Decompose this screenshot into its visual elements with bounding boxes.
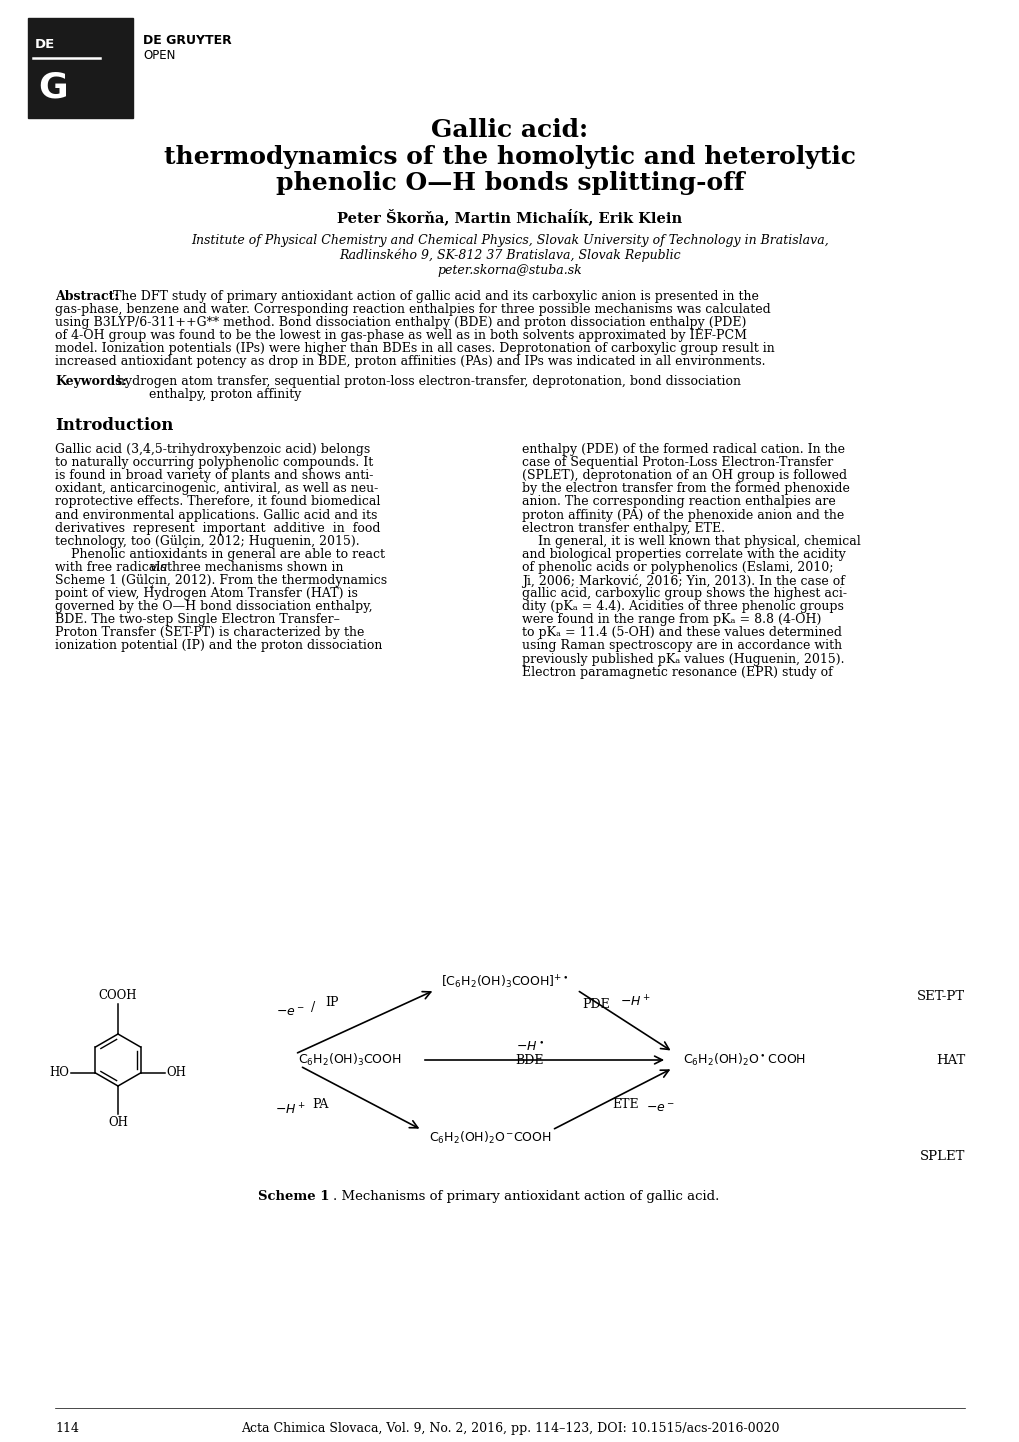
Text: by the electron transfer from the formed phenoxide: by the electron transfer from the formed… (522, 482, 849, 495)
Text: (SPLET), deprotonation of an OH group is followed: (SPLET), deprotonation of an OH group is… (522, 469, 847, 482)
Bar (28, 17, 132, 118)
Text: case of Sequential Proton-Loss Electron-Transfer: case of Sequential Proton-Loss Electron-… (522, 456, 833, 469)
Text: using Raman spectroscopy are in accordance with: using Raman spectroscopy are in accordan… (522, 639, 842, 652)
Text: Acta Chimica Slovaca, Vol. 9, No. 2, 2016, pp. 114–123, DOI: 10.1515/acs-2016-00: Acta Chimica Slovaca, Vol. 9, No. 2, 201… (240, 1422, 779, 1435)
Text: BDE: BDE (516, 1054, 544, 1067)
Text: proton affinity (PA) of the phenoxide anion and the: proton affinity (PA) of the phenoxide an… (522, 509, 844, 522)
Text: were found in the range from pKₐ = 8.8 (4-OH): were found in the range from pKₐ = 8.8 (… (522, 613, 820, 626)
Text: DE: DE (35, 37, 55, 50)
Text: PDE: PDE (582, 998, 609, 1011)
Text: three mechanisms shown in: three mechanisms shown in (163, 561, 343, 574)
Text: Ji, 2006; Marković, 2016; Yin, 2013). In the case of: Ji, 2006; Marković, 2016; Yin, 2013). In… (522, 574, 844, 588)
Text: The DFT study of primary antioxidant action of gallic acid and its carboxylic an: The DFT study of primary antioxidant act… (113, 290, 758, 303)
Text: Gallic acid (3,4,5-trihydroxybenzoic acid) belongs: Gallic acid (3,4,5-trihydroxybenzoic aci… (55, 443, 370, 456)
Text: COOH: COOH (99, 989, 138, 1002)
Text: previously published pKₐ values (Huguenin, 2015).: previously published pKₐ values (Hugueni… (522, 653, 844, 666)
Text: to naturally occurring polyphenolic compounds. It: to naturally occurring polyphenolic comp… (55, 456, 373, 469)
Text: Keywords:: Keywords: (55, 375, 126, 388)
Text: anion. The corresponding reaction enthalpies are: anion. The corresponding reaction enthal… (522, 496, 835, 509)
Text: Phenolic antioxidants in general are able to react: Phenolic antioxidants in general are abl… (55, 548, 384, 561)
Text: OH: OH (166, 1067, 186, 1080)
Text: thermodynamics of the homolytic and heterolytic: thermodynamics of the homolytic and hete… (164, 146, 855, 169)
Text: SPLET: SPLET (919, 1149, 964, 1162)
Text: to pKₐ = 11.4 (5-OH) and these values determined: to pKₐ = 11.4 (5-OH) and these values de… (522, 626, 841, 639)
Text: $\mathsf{C_6H_2(OH)_3COOH}$: $\mathsf{C_6H_2(OH)_3COOH}$ (298, 1053, 401, 1069)
Text: enthalpy, proton affinity: enthalpy, proton affinity (117, 388, 301, 401)
Text: gallic acid, carboxylic group shows the highest aci-: gallic acid, carboxylic group shows the … (522, 587, 846, 600)
Text: Institute of Physical Chemistry and Chemical Physics, Slovak University of Techn: Institute of Physical Chemistry and Chem… (191, 234, 828, 247)
Text: technology, too (Gülçin, 2012; Huguenin, 2015).: technology, too (Gülçin, 2012; Huguenin… (55, 535, 360, 548)
Text: 114: 114 (55, 1422, 78, 1435)
Text: of phenolic acids or polyphenolics (Eslami, 2010;: of phenolic acids or polyphenolics (Esla… (522, 561, 833, 574)
Text: $-H^\bullet$: $-H^\bullet$ (516, 1041, 544, 1054)
Text: Introduction: Introduction (55, 417, 173, 434)
Text: ETE: ETE (612, 1099, 639, 1112)
Text: is found in broad variety of plants and shows anti-: is found in broad variety of plants and … (55, 469, 373, 482)
Text: Electron paramagnetic resonance (EPR) study of: Electron paramagnetic resonance (EPR) st… (522, 666, 832, 679)
Text: $\mathsf{C_6H_2(OH)_2O^\bullet COOH}$: $\mathsf{C_6H_2(OH)_2O^\bullet COOH}$ (683, 1053, 806, 1069)
Text: $\mathsf{[C_6H_2(OH)_3COOH]^{+\bullet}}$: $\mathsf{[C_6H_2(OH)_3COOH]^{+\bullet}}$ (440, 973, 569, 991)
Text: peter.skorna@stuba.sk: peter.skorna@stuba.sk (437, 264, 582, 277)
Text: $-H^+$: $-H^+$ (619, 995, 650, 1009)
Text: HO: HO (50, 1067, 69, 1080)
Text: SET-PT: SET-PT (916, 991, 964, 1004)
Text: G: G (38, 71, 67, 104)
Text: $\mathsf{C_6H_2(OH)_2O^-\! COOH}$: $\mathsf{C_6H_2(OH)_2O^-\! COOH}$ (428, 1131, 551, 1146)
Text: DE GRUYTER: DE GRUYTER (143, 35, 231, 48)
Text: $-e^-$: $-e^-$ (275, 1005, 304, 1018)
Text: phenolic O—H bonds splitting-off: phenolic O—H bonds splitting-off (275, 172, 744, 195)
Text: OH: OH (108, 1116, 127, 1129)
Text: $-e^-$: $-e^-$ (645, 1102, 674, 1115)
Text: oxidant, anticarcinogenic, antiviral, as well as neu-: oxidant, anticarcinogenic, antiviral, as… (55, 482, 378, 495)
Text: ionization potential (IP) and the proton dissociation: ionization potential (IP) and the proton… (55, 639, 382, 652)
Text: dity (pKₐ = 4.4). Acidities of three phenolic groups: dity (pKₐ = 4.4). Acidities of three phe… (522, 600, 843, 613)
Text: . Mechanisms of primary antioxidant action of gallic acid.: . Mechanisms of primary antioxidant acti… (332, 1190, 718, 1203)
Text: In general, it is well known that physical, chemical: In general, it is well known that physic… (522, 535, 860, 548)
Text: Scheme 1: Scheme 1 (258, 1190, 329, 1203)
Text: of 4-OH group was found to be the lowest in gas-phase as well as in both solvent: of 4-OH group was found to be the lowest… (55, 329, 746, 342)
Text: Proton Transfer (SET-PT) is characterized by the: Proton Transfer (SET-PT) is characterize… (55, 626, 364, 639)
Text: hydrogen atom transfer, sequential proton-loss electron-transfer, deprotonation,: hydrogen atom transfer, sequential proto… (117, 375, 740, 388)
Text: via: via (149, 561, 167, 574)
Text: Scheme 1 (Gülçin, 2012). From the thermodynamics: Scheme 1 (Gülçin, 2012). From the therm… (55, 574, 387, 587)
Text: with free radicals: with free radicals (55, 561, 170, 574)
Text: and biological properties correlate with the acidity: and biological properties correlate with… (522, 548, 845, 561)
Text: OPEN: OPEN (143, 49, 175, 62)
Text: point of view, Hydrogen Atom Transfer (HAT) is: point of view, Hydrogen Atom Transfer (H… (55, 587, 358, 600)
Text: /: / (311, 1002, 315, 1015)
Text: roprotective effects. Therefore, it found biomedical: roprotective effects. Therefore, it foun… (55, 496, 380, 509)
Text: derivatives  represent  important  additive  in  food: derivatives represent important additive… (55, 522, 380, 535)
Text: $-H^+$: $-H^+$ (274, 1102, 305, 1118)
Text: increased antioxidant potency as drop in BDE, proton affinities (PAs) and IPs wa: increased antioxidant potency as drop in… (55, 355, 764, 368)
Text: HAT: HAT (934, 1054, 964, 1067)
Text: Radlinského 9, SK-812 37 Bratislava, Slovak Republic: Radlinského 9, SK-812 37 Bratislava, Slo… (339, 249, 680, 262)
Text: governed by the O—H bond dissociation enthalpy,: governed by the O—H bond dissociation en… (55, 600, 372, 613)
Text: Peter Škorňa, Martin Michaĺík, Erik Klein: Peter Škorňa, Martin Michaĺík, Erik Klei… (337, 208, 682, 225)
Text: enthalpy (PDE) of the formed radical cation. In the: enthalpy (PDE) of the formed radical cat… (522, 443, 844, 456)
Text: BDE. The two-step Single Electron Transfer–: BDE. The two-step Single Electron Transf… (55, 613, 339, 626)
Text: using B3LYP/6-311++G** method. Bond dissociation enthalpy (BDE) and proton disso: using B3LYP/6-311++G** method. Bond diss… (55, 316, 746, 329)
Text: electron transfer enthalpy, ETE.: electron transfer enthalpy, ETE. (522, 522, 725, 535)
Text: Abstract:: Abstract: (55, 290, 119, 303)
Text: IP: IP (325, 996, 338, 1009)
Text: and environmental applications. Gallic acid and its: and environmental applications. Gallic a… (55, 509, 377, 522)
Text: Gallic acid:: Gallic acid: (431, 118, 588, 141)
Text: PA: PA (312, 1099, 328, 1112)
Text: gas-phase, benzene and water. Corresponding reaction enthalpies for three possib: gas-phase, benzene and water. Correspond… (55, 303, 770, 316)
Text: model. Ionization potentials (IPs) were higher than BDEs in all cases. Deprotona: model. Ionization potentials (IPs) were … (55, 342, 774, 355)
